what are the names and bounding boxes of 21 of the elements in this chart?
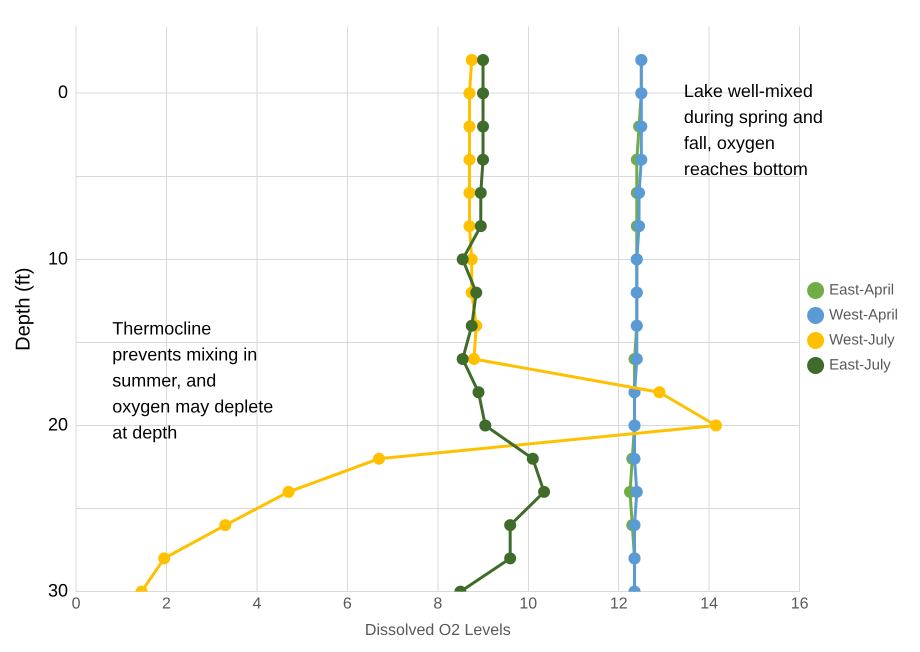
- legend-label: East-July: [829, 356, 892, 374]
- x-tick-label: 16: [790, 596, 809, 613]
- legend-label: West-July: [829, 332, 896, 349]
- y-tick-label: 0: [58, 82, 68, 102]
- x-tick-label: 2: [162, 596, 172, 613]
- y-axis-title: Depth (ft): [12, 268, 35, 351]
- x-tick-label: 6: [342, 596, 352, 613]
- x-tick-label: 10: [519, 596, 538, 613]
- y-tick-label: 30: [48, 580, 68, 601]
- x-tick-label: 12: [610, 596, 628, 613]
- x-axis-title: Dissolved O2 Levels: [364, 622, 511, 639]
- x-tick-label: 0: [72, 596, 81, 613]
- x-tick-label: 14: [700, 596, 718, 613]
- x-tick-label: 8: [433, 596, 442, 613]
- legend-label: West-April: [829, 306, 898, 324]
- y-tick-label: 10: [48, 248, 68, 268]
- legend-label: East-April: [829, 282, 894, 299]
- y-tick-label: 20: [48, 414, 68, 434]
- x-tick-label: 4: [252, 596, 262, 613]
- annotation: Lake well-mixed during spring and fall, oxygen reaches bottom: [684, 81, 823, 180]
- annotation: Thermocline prevents mixing in summer, and oxygen may deplete at depth: [112, 318, 274, 442]
